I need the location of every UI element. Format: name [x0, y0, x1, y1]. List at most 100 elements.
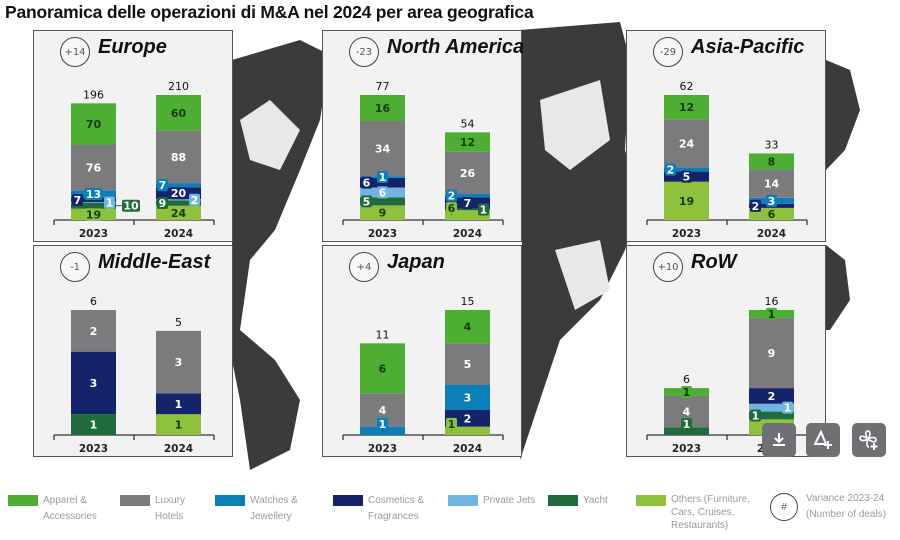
variance-badge: -1: [60, 252, 90, 282]
download-button[interactable]: [762, 423, 796, 457]
bar-segment-jets: [71, 202, 116, 203]
variance-badge: -23: [349, 37, 379, 67]
segment-value-label: 3: [175, 356, 183, 369]
bar-total-label: 210: [168, 80, 189, 93]
segment-value-label: 88: [171, 151, 186, 164]
segment-value-label: 6: [379, 186, 387, 199]
x-axis: [342, 434, 504, 440]
labels: 196 2023 210 2024 88 76 70 60 24 20 19 13 10 9 7 7 2 1: [72, 80, 200, 240]
panel-title: Europe: [98, 36, 167, 58]
x-tick-label: 2023: [672, 443, 701, 455]
legend-label: Cosmetics & Fragrances: [368, 495, 425, 522]
add-fan-icon: [859, 430, 878, 450]
segment-value-label: 60: [171, 107, 187, 120]
legend-label: Others (Furniture, Cars, Cruises, Restau…: [671, 494, 750, 531]
panel-japan: 11 2023 15 2024 6 5 4 4 3 2 1 1 +4 Japan: [322, 245, 522, 457]
variance-badge: +4: [349, 252, 379, 282]
segment-label-box: [681, 170, 692, 183]
legend-swatch: [120, 495, 150, 506]
segment-value-label: 1: [683, 418, 691, 431]
segment-value-label: 6: [379, 362, 387, 375]
world-map-background: [232, 22, 860, 470]
legend-item-apparel: Apparel & Accessories: [8, 493, 115, 525]
bar-segment-others: [360, 205, 405, 220]
segment-value-label: 76: [86, 162, 102, 175]
segment-value-label: 3: [768, 195, 776, 208]
segment-value-label: 1: [683, 386, 691, 399]
bar-segment-others: [445, 210, 490, 220]
bar-total-label: 15: [461, 295, 475, 308]
segment-label-box: [782, 401, 793, 414]
panel-middle-east: 6 2023 5 2024 3 3 2 1 1 1 -1 Middle-East: [33, 245, 233, 457]
segment-label-box: [84, 188, 103, 201]
bar-total-label: 6: [683, 373, 690, 386]
bar-segment-apparel: [445, 310, 490, 344]
segment-value-label: 12: [679, 101, 694, 114]
segment-value-label: 5: [363, 195, 371, 208]
x-tick-label: 2023: [672, 228, 701, 240]
bar-segment-yacht: [360, 197, 405, 206]
bar-segment-cosmetics: [749, 388, 794, 404]
segment-value-label: 26: [460, 167, 476, 180]
segment-value-label: 24: [171, 207, 187, 220]
segment-label-box: [122, 199, 140, 212]
x-axis: [53, 219, 215, 225]
x-axis: [342, 219, 504, 225]
segment-label-box: [446, 202, 457, 215]
bar-segment-apparel: [360, 95, 405, 121]
bar-segment-cosmetics: [156, 393, 201, 415]
segment-value-label: 1: [175, 419, 183, 432]
panel-title: North America: [387, 36, 525, 58]
segment-value-label: 9: [768, 347, 776, 360]
bar-total-label: 11: [376, 328, 390, 341]
segment-value-label: 16: [375, 102, 391, 115]
bar-segment-hotels: [749, 317, 794, 389]
bar-segment-others: [156, 205, 201, 220]
variance-badge: -29: [653, 37, 683, 67]
segment-value-label: 19: [86, 208, 101, 221]
bars: [646, 310, 808, 440]
segment-value-label: 19: [679, 195, 694, 208]
x-tick-label: 2023: [79, 228, 108, 240]
segment-value-label: 4: [379, 404, 387, 417]
segment-label-box: [766, 194, 777, 207]
x-axis: [53, 434, 215, 440]
segment-label-box: [157, 179, 168, 192]
legend-label: Luxury Hotels: [155, 495, 186, 522]
legend-label: Watches & Jewellery: [250, 495, 298, 522]
segment-value-label: 12: [460, 136, 475, 149]
bar-segment-watches: [156, 183, 201, 188]
add-shape-button[interactable]: [806, 423, 840, 457]
bar-segment-watches: [360, 426, 405, 435]
x-tick-label: 2023: [368, 443, 397, 455]
segment-label-box: [377, 417, 388, 430]
segment-label-box: [478, 203, 489, 216]
segment-value-label: 70: [86, 118, 102, 131]
panel-north-america: 77 2023 54 2024 34 26 16 12 9 7 6 6 6 5 2 1 1 -23 North Am…: [322, 30, 525, 242]
add-fan-button[interactable]: [852, 423, 886, 457]
bar-segment-apparel: [156, 95, 201, 131]
segment-value-label: 13: [86, 188, 101, 201]
x-axis: [646, 219, 808, 225]
segment-value-label: 1: [379, 418, 387, 431]
bar-segment-watches: [664, 167, 709, 172]
segment-value-label: 7: [464, 197, 472, 210]
legend-item-others: Others (Furniture, Cars, Cruises, Restau…: [636, 493, 761, 532]
segment-value-label: 4: [683, 406, 691, 419]
legend-item-yacht: Yacht: [548, 493, 631, 509]
add-shape-icon: [813, 429, 832, 449]
x-tick-label: 2024: [453, 443, 482, 455]
segment-label-box: [189, 193, 200, 206]
legend-label: Yacht: [583, 495, 608, 506]
segment-value-label: 1: [784, 402, 792, 415]
segment-value-label: 8: [768, 156, 776, 169]
bar-total-label: 196: [83, 88, 104, 101]
segment-value-label: 14: [764, 178, 780, 191]
bar-total-label: 62: [680, 80, 694, 93]
bar-segment-watches: [445, 194, 490, 198]
stacked-bar-chart: 6 2023 5 2024 3 3 2 1 1 1: [53, 295, 215, 455]
bar-segment-others: [664, 181, 709, 220]
segment-value-label: 1: [106, 196, 114, 209]
segment-label-box: [157, 197, 168, 210]
